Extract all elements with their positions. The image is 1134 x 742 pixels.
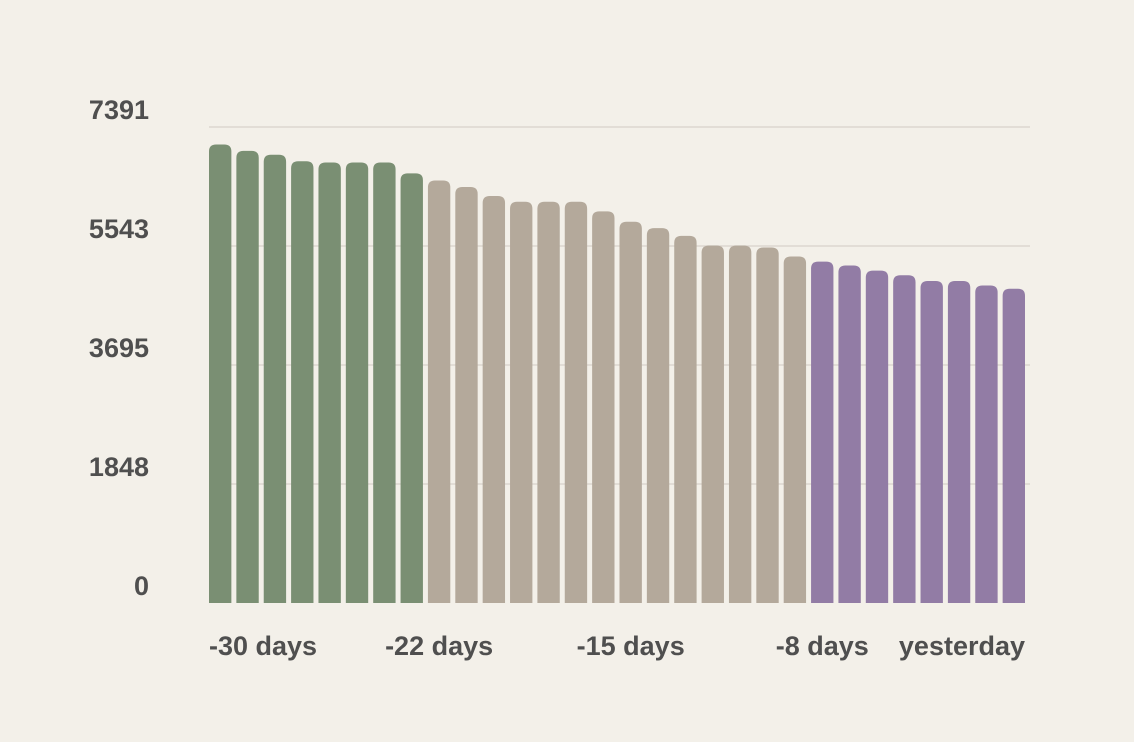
bar [291, 161, 314, 603]
bar [619, 221, 642, 603]
bar [811, 261, 834, 603]
bar [674, 235, 697, 603]
x-tick-label: -30 days [209, 631, 317, 661]
bar [537, 201, 560, 603]
bar [1002, 288, 1025, 603]
bar [482, 195, 506, 604]
bar [975, 285, 998, 603]
bar [510, 201, 533, 603]
bar [236, 150, 259, 604]
bar [893, 275, 916, 603]
x-tick-label: yesterday [899, 631, 1025, 661]
y-tick-label: 3695 [89, 333, 149, 363]
bar [756, 247, 779, 603]
bar [427, 180, 451, 603]
bar [947, 280, 971, 603]
x-tick-label: -22 days [385, 631, 493, 661]
bars [209, 144, 1025, 604]
bar [564, 201, 588, 603]
bar [209, 144, 232, 603]
bar [865, 270, 889, 603]
bar [592, 211, 615, 603]
bar [838, 265, 861, 603]
bar [455, 186, 478, 603]
x-tick-label: -8 days [776, 631, 869, 661]
y-axis-labels: 0 1848 3695 5543 7391 [89, 95, 149, 601]
y-tick-label: 5543 [89, 214, 149, 244]
bar [701, 245, 724, 603]
y-tick-label: 0 [134, 571, 149, 601]
bar [400, 173, 423, 603]
bar [318, 162, 341, 604]
bar [345, 162, 369, 604]
y-tick-label: 1848 [89, 452, 149, 482]
x-axis-labels: -30 days -22 days -15 days -8 days yesterday [209, 631, 1025, 661]
bar [646, 228, 670, 603]
y-tick-label: 7391 [89, 95, 149, 125]
bar [728, 245, 752, 603]
x-tick-label: -15 days [577, 631, 685, 661]
bar [783, 256, 807, 603]
bar [373, 162, 396, 604]
bar [920, 280, 943, 603]
bar [263, 154, 287, 603]
